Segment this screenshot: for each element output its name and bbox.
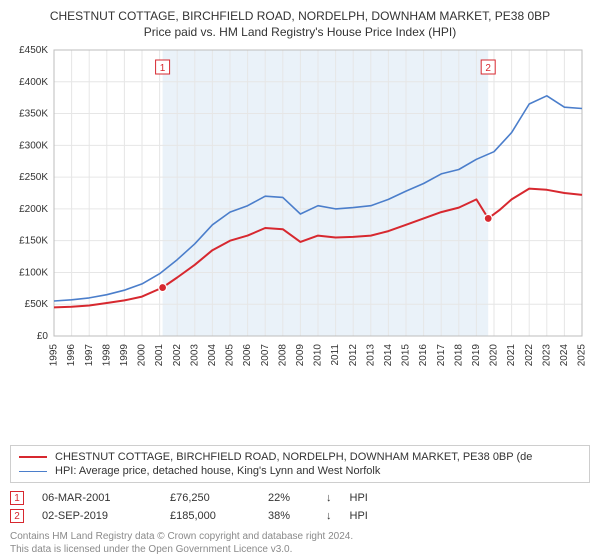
svg-text:2011: 2011 [330,344,341,366]
chart-title: CHESTNUT COTTAGE, BIRCHFIELD ROAD, NORDE… [10,8,590,40]
svg-text:2015: 2015 [401,344,412,367]
svg-text:£0: £0 [37,331,49,342]
footer-line-2: This data is licensed under the Open Gov… [10,544,590,557]
legend: CHESTNUT COTTAGE, BIRCHFIELD ROAD, NORDE… [10,445,590,483]
marker-date: 06-MAR-2001 [42,492,152,504]
svg-text:£350K: £350K [19,109,48,120]
svg-text:1998: 1998 [101,344,112,367]
svg-text:2016: 2016 [418,344,429,367]
marker-badge: 2 [10,509,24,523]
svg-text:2024: 2024 [559,344,570,367]
marker-row: 1 06-MAR-2001 £76,250 22% ↓ HPI [10,489,590,507]
footer-line-1: Contains HM Land Registry data © Crown c… [10,531,590,544]
svg-text:£450K: £450K [19,46,48,56]
marker-reference: HPI [350,492,368,504]
legend-label: CHESTNUT COTTAGE, BIRCHFIELD ROAD, NORDE… [55,451,532,463]
marker-table: 1 06-MAR-2001 £76,250 22% ↓ HPI 2 02-SEP-2019 £1… [10,489,590,525]
svg-text:£250K: £250K [19,172,48,183]
svg-text:1995: 1995 [49,344,60,367]
svg-text:2009: 2009 [295,344,306,367]
arrow-down-icon: ↓ [326,492,332,504]
chart-plot-area: £0 £50K £100K £150K £200K £250K £300K £350K £400… [10,46,590,439]
svg-text:2005: 2005 [225,344,236,367]
svg-text:2002: 2002 [172,344,183,367]
svg-text:2022: 2022 [524,344,535,367]
legend-swatch [19,471,47,472]
svg-text:2020: 2020 [489,344,500,367]
svg-text:2006: 2006 [242,344,253,367]
svg-text:2: 2 [485,63,491,74]
svg-text:1996: 1996 [66,344,77,367]
svg-text:2021: 2021 [506,344,517,367]
marker-price: £185,000 [170,510,250,522]
svg-text:2007: 2007 [260,344,271,367]
chart-container: CHESTNUT COTTAGE, BIRCHFIELD ROAD, NORDE… [0,0,600,560]
svg-text:2010: 2010 [313,344,324,367]
marker-reference: HPI [350,510,368,522]
svg-text:1: 1 [160,63,166,74]
svg-text:2003: 2003 [189,344,200,367]
svg-text:2023: 2023 [541,344,552,367]
marker-row: 2 02-SEP-2019 £185,000 38% ↓ HPI [10,507,590,525]
svg-text:2014: 2014 [383,344,394,367]
marker-price: £76,250 [170,492,250,504]
marker-percent: 22% [268,492,308,504]
chart-svg: £0 £50K £100K £150K £200K £250K £300K £350K £400… [10,46,590,376]
legend-item: HPI: Average price, detached house, King… [19,464,581,478]
svg-text:2018: 2018 [453,344,464,367]
marker-date: 02-SEP-2019 [42,510,152,522]
marker-percent: 38% [268,510,308,522]
arrow-down-icon: ↓ [326,510,332,522]
svg-text:2000: 2000 [137,344,148,367]
svg-text:2013: 2013 [365,344,376,367]
svg-text:£400K: £400K [19,77,48,88]
marker-badge: 1 [10,491,24,505]
svg-text:1997: 1997 [84,344,95,367]
legend-item: CHESTNUT COTTAGE, BIRCHFIELD ROAD, NORDE… [19,450,581,464]
svg-text:2017: 2017 [436,344,447,367]
svg-text:£200K: £200K [19,204,48,215]
licence-footer: Contains HM Land Registry data © Crown c… [10,531,590,556]
svg-text:£150K: £150K [19,236,48,247]
svg-text:£50K: £50K [25,300,49,311]
svg-text:£100K: £100K [19,268,48,279]
svg-text:1999: 1999 [119,344,130,367]
svg-text:2025: 2025 [577,344,588,367]
legend-swatch [19,456,47,458]
svg-text:£300K: £300K [19,141,48,152]
svg-text:2012: 2012 [348,344,359,367]
svg-text:2019: 2019 [471,344,482,367]
svg-text:2008: 2008 [277,344,288,367]
svg-text:2001: 2001 [154,344,165,367]
svg-text:2004: 2004 [207,344,218,367]
title-line-2: Price paid vs. HM Land Registry's House … [10,24,590,40]
title-line-1: CHESTNUT COTTAGE, BIRCHFIELD ROAD, NORDE… [10,8,590,24]
legend-label: HPI: Average price, detached house, King… [55,465,380,477]
